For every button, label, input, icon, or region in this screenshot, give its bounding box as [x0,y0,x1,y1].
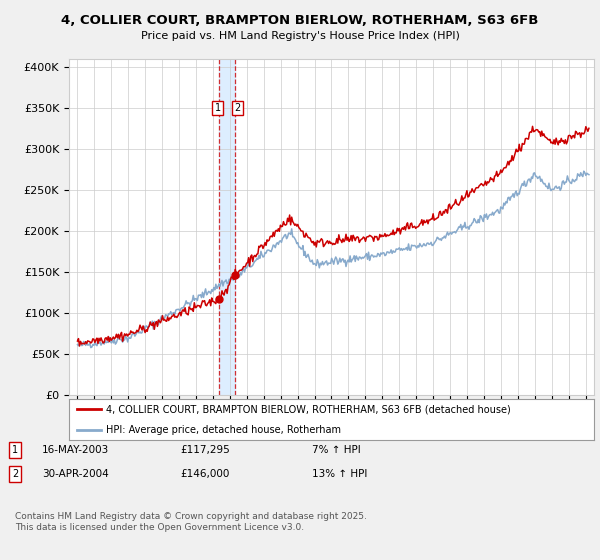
Text: 1: 1 [214,103,221,113]
Text: 30-APR-2004: 30-APR-2004 [42,469,109,479]
Text: 2: 2 [12,469,18,479]
Text: £117,295: £117,295 [180,445,230,455]
Text: £146,000: £146,000 [180,469,229,479]
Text: 7% ↑ HPI: 7% ↑ HPI [312,445,361,455]
Text: 1: 1 [12,445,18,455]
Text: 4, COLLIER COURT, BRAMPTON BIERLOW, ROTHERHAM, S63 6FB (detached house): 4, COLLIER COURT, BRAMPTON BIERLOW, ROTH… [106,404,511,414]
Text: 2: 2 [234,103,240,113]
Text: 16-MAY-2003: 16-MAY-2003 [42,445,109,455]
Text: Contains HM Land Registry data © Crown copyright and database right 2025.
This d: Contains HM Land Registry data © Crown c… [15,512,367,532]
Text: 13% ↑ HPI: 13% ↑ HPI [312,469,367,479]
Text: 4, COLLIER COURT, BRAMPTON BIERLOW, ROTHERHAM, S63 6FB: 4, COLLIER COURT, BRAMPTON BIERLOW, ROTH… [61,14,539,27]
Text: Price paid vs. HM Land Registry's House Price Index (HPI): Price paid vs. HM Land Registry's House … [140,31,460,41]
Text: HPI: Average price, detached house, Rotherham: HPI: Average price, detached house, Roth… [106,424,341,435]
Bar [219,59,235,395]
